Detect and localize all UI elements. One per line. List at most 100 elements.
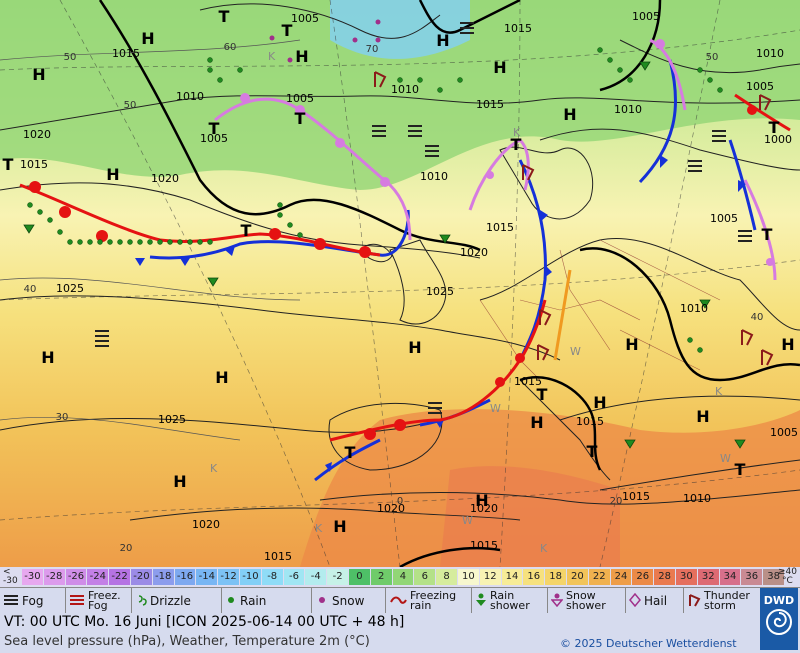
- isotherm-label: 50: [124, 100, 137, 111]
- high-pressure-label: H: [295, 47, 308, 66]
- high-pressure-label: H: [215, 368, 228, 387]
- occluded-front: [214, 38, 777, 281]
- isotherm-label: 50: [64, 52, 77, 63]
- legend-rain: Rain: [222, 588, 312, 614]
- isotherm-label: 70: [366, 44, 379, 55]
- legend-freezing-rain: Freezing rain: [386, 588, 472, 614]
- coastlines: [199, 3, 800, 505]
- colorbar-start-bottom: -30: [3, 576, 18, 586]
- colorbar-step: 30: [676, 569, 697, 585]
- svg-text:W: W: [570, 345, 581, 358]
- pressure-label: 1005: [710, 212, 738, 225]
- colorbar-step: -12: [218, 569, 239, 585]
- pressure-label: 1015: [20, 158, 48, 171]
- pressure-label: 1020: [23, 128, 51, 141]
- legend-drizzle: Drizzle: [132, 588, 222, 614]
- pressure-label: 1005: [746, 80, 774, 93]
- hail-icon: [629, 592, 641, 610]
- legend-rain-shower: Rain shower: [472, 588, 548, 614]
- valid-time: VT: 00 UTC Mo. 16 Juni [ICON 2025-06-14 …: [4, 614, 405, 630]
- colorbar-step: 38: [763, 569, 784, 585]
- pressure-label: 1020: [460, 246, 488, 259]
- pressure-label: 1010: [614, 103, 642, 116]
- high-pressure-label: H: [493, 58, 506, 77]
- svg-text:K: K: [540, 542, 548, 555]
- svg-text:K: K: [715, 385, 723, 398]
- colorbar-step: 20: [567, 569, 588, 585]
- low-pressure-label: T: [735, 460, 746, 479]
- legend-snow: Snow: [312, 588, 386, 614]
- isotherm-label: 20: [610, 496, 623, 507]
- low-pressure-label: T: [762, 225, 773, 244]
- low-pressure-label: T: [345, 443, 356, 462]
- colorbar-step: 12: [479, 569, 501, 585]
- pressure-label: 1010: [756, 47, 784, 60]
- svg-text:K: K: [513, 126, 521, 139]
- colorbar-step: -8: [261, 569, 283, 585]
- high-pressure-label: H: [696, 407, 709, 426]
- low-pressure-label: T: [219, 7, 230, 26]
- drizzle-icon: [135, 594, 147, 609]
- colorbar-step: 16: [523, 569, 545, 585]
- colorbar-step: -26: [65, 569, 87, 585]
- hot-zone-sahara: [440, 466, 620, 567]
- cloud-type-labels: K K K W W W W K K K: [210, 50, 731, 555]
- colorbar-step: -22: [109, 569, 130, 585]
- legend-thunderstorm: Thunder storm: [684, 588, 760, 614]
- pressure-label: 1015: [486, 221, 514, 234]
- colorbar-step: 18: [545, 569, 566, 585]
- colorbar-start-top: <: [3, 567, 11, 577]
- colorbar-step: 34: [719, 569, 741, 585]
- high-pressure-label: H: [106, 165, 119, 184]
- low-pressure-label: T: [295, 109, 306, 128]
- colorbar-step: 0: [349, 569, 370, 585]
- colorbar-step: -28: [43, 569, 65, 585]
- high-pressure-label: H: [530, 413, 543, 432]
- high-pressure-label: H: [475, 491, 488, 510]
- pressure-label: 1025: [426, 285, 454, 298]
- legend-fog: Fog: [0, 588, 66, 614]
- pressure-label: 1015: [264, 550, 292, 563]
- low-pressure-label: T: [587, 442, 598, 461]
- thunderstorm-icon: [687, 593, 701, 610]
- isotherm-label: 40: [751, 312, 764, 323]
- temperature-colorbar: < -30 -30 -28 -26 -24 -22 -20 -18 -16 -14 -12 -10-…: [0, 567, 800, 587]
- isotherms: [0, 39, 301, 441]
- high-pressure-label: H: [41, 348, 54, 367]
- freezing-fog-icon: [69, 594, 85, 609]
- rain-symbols: [27, 47, 723, 353]
- svg-text:K: K: [210, 462, 218, 475]
- high-pressure-label: H: [408, 338, 421, 357]
- thunderstorm-symbols: [374, 71, 774, 366]
- pressure-label: 1015: [514, 375, 542, 388]
- pressure-label: 1005: [286, 92, 314, 105]
- pressure-label: 1020: [192, 518, 220, 531]
- high-pressure-label: H: [563, 105, 576, 124]
- snow-shower-icon: [550, 593, 564, 610]
- colorbar-step: -16: [174, 569, 196, 585]
- isotherm-label: 50: [706, 52, 719, 63]
- svg-text:W: W: [720, 452, 731, 465]
- colorbar-step: -10: [240, 569, 261, 585]
- high-pressure-label: H: [436, 31, 449, 50]
- colorbar-step: -24: [87, 569, 109, 585]
- snow-symbols: [269, 19, 381, 63]
- colorbar-step: -18: [152, 569, 174, 585]
- freezing-rain-icon: [389, 594, 407, 609]
- colorbar-step: 2: [370, 569, 392, 585]
- isotherm-label: 0: [397, 496, 403, 507]
- isotherm-label: 30: [56, 412, 69, 423]
- legend-freezing-fog: Freez. Fog: [66, 588, 132, 614]
- pressure-labels: 1005 1015 1005 1015 1010 1005 1010 1015 1010 1010…: [20, 10, 798, 563]
- svg-text:K: K: [315, 522, 323, 535]
- colorbar-step: -4: [305, 569, 327, 585]
- low-pressure-label: T: [3, 155, 14, 174]
- pressure-label: 1020: [151, 172, 179, 185]
- pressure-label: 1010: [683, 492, 711, 505]
- rain-icon: [225, 594, 237, 609]
- pressure-label: 1015: [476, 98, 504, 111]
- colorbar-step: -14: [196, 569, 218, 585]
- colorbar-step: 22: [588, 569, 610, 585]
- colorbar-step: -30: [22, 569, 43, 585]
